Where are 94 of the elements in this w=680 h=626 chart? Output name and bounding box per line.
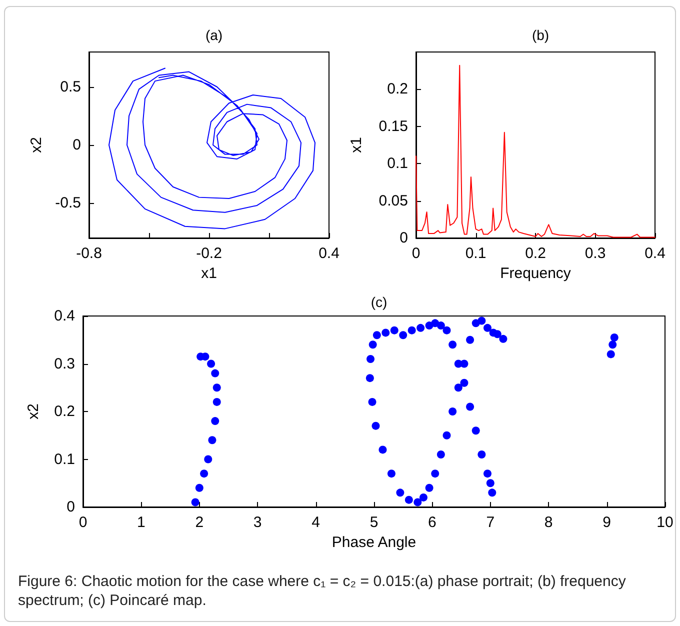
x-tick-label: 0 [412,245,420,262]
point [472,426,480,435]
point [372,422,380,430]
x-axis-title: Phase Angle [332,534,416,551]
point [416,324,425,332]
x-axis-title: x1 [201,264,217,282]
point [382,328,390,337]
point [486,479,494,488]
point [466,336,474,344]
point [200,470,208,478]
point [436,450,445,458]
y-tick-label: 0 [72,136,81,154]
point [368,340,377,349]
y-tick-label: 0.5 [60,78,81,96]
point [608,340,617,349]
y-tick-label: 0.15 [378,118,408,135]
chart-title: (c) [370,294,388,310]
point [408,326,416,334]
x-tick-label: -0.8 [76,245,102,262]
x-axis-title: Frequency [500,264,572,282]
x-tick-label: 4 [312,514,320,531]
point [366,354,375,363]
point [390,326,398,334]
y-tick-label: 0.2 [387,80,408,98]
x-tick-label: 0.1 [465,245,486,262]
point [478,316,486,325]
chart-title: (a) [205,27,223,43]
point [211,417,220,426]
point [466,402,474,411]
x-tick-label: 9 [602,514,611,531]
point [378,446,387,454]
y-axis-title: x2 [25,404,42,420]
point [478,450,486,458]
point [448,340,457,349]
point [610,333,618,342]
point [436,322,445,330]
x-tick-label: 2 [195,514,204,531]
point [442,431,451,440]
point [366,374,374,382]
point [212,398,221,406]
x-tick-label: 0.4 [318,245,340,262]
point [404,496,413,504]
point [368,398,376,406]
point [372,331,381,340]
caption: Figure 6: Chaotic motion for the case where c₁ = c₂ = 0.015:(a) phase portrait; (b) frequency spectrum; (c) Poincaré map. [18,572,627,610]
point [454,384,462,392]
point [460,360,468,368]
point [399,331,408,340]
x-tick-label: 0.4 [644,245,666,262]
x-tick-label: 5 [370,514,378,531]
y-tick-label: 0.2 [54,403,75,420]
x-tick-label: -0.2 [196,245,222,262]
point [414,498,422,506]
point [208,436,216,444]
y-axis-title: x2 [28,137,45,153]
x-tick-label: 7 [486,514,495,531]
point [212,384,221,392]
point [431,470,440,478]
y-tick-label: 0.1 [54,450,75,468]
point [207,360,216,368]
point [493,330,502,338]
y-tick-label: 0.05 [378,192,408,210]
point [488,488,496,497]
chart-title: (b) [532,27,550,43]
x-tick-label: 8 [544,514,553,531]
y-tick-label: 0 [66,498,75,516]
x-tick-label: 10 [656,514,674,531]
x-tick-label: 3 [253,514,262,531]
y-axis-title: x1 [348,137,365,153]
point [387,470,396,478]
point [448,408,457,416]
y-tick-label: -0.5 [55,194,81,212]
x-tick-label: 0.3 [584,245,606,262]
point [484,324,492,332]
point [606,350,615,358]
point [425,484,434,492]
point [191,498,200,506]
point [484,470,492,478]
y-tick-label: 0.4 [54,308,75,324]
y-tick-label: 0.3 [54,355,75,372]
point [211,369,220,378]
y-tick-label: 0.1 [387,155,408,172]
y-tick-label: 0 [400,230,408,246]
point [396,488,404,497]
x-tick-label: 6 [428,514,436,531]
point [499,334,508,343]
point [460,378,468,387]
x-tick-label: 1 [137,514,146,531]
point [195,484,204,492]
point [419,493,428,502]
point [204,455,212,464]
x-tick-label: 0.2 [525,245,546,262]
point [442,326,451,334]
line-series [108,68,316,230]
